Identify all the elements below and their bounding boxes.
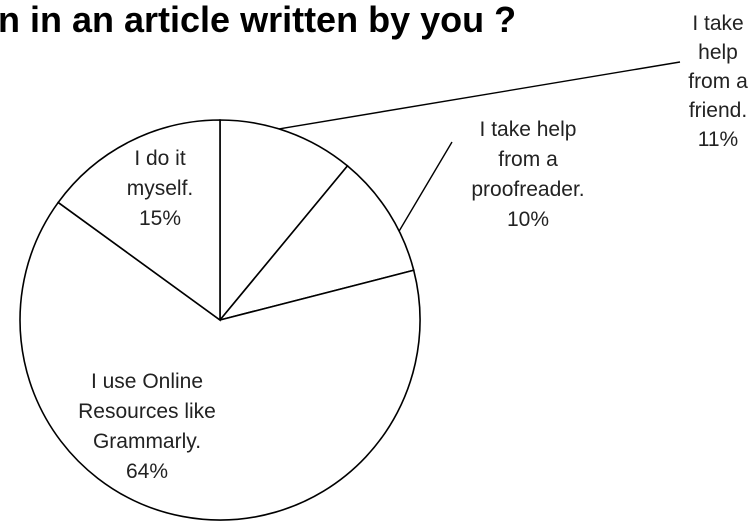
slice-label: I take help from a proofreader. 10% [471, 118, 584, 231]
pie-slice [219, 119, 349, 323]
pie-slice [19, 201, 421, 521]
slice-label: I use Online Resources like Grammarly. 64% [78, 370, 216, 483]
leader-line [278, 61, 681, 130]
slice-label: I do it myself. 15% [127, 147, 194, 230]
leader-lines [278, 61, 681, 232]
slice-labels: I take help from a friend. 11% I take help fro… [78, 12, 748, 483]
pie-slices [19, 119, 421, 521]
chart-title: n in an article written by you ? [0, 0, 516, 40]
leader-line [398, 141, 453, 232]
pie-slice [217, 164, 415, 322]
pie-slice [57, 119, 221, 322]
slice-label: I take help from a friend. 11% [688, 12, 748, 151]
